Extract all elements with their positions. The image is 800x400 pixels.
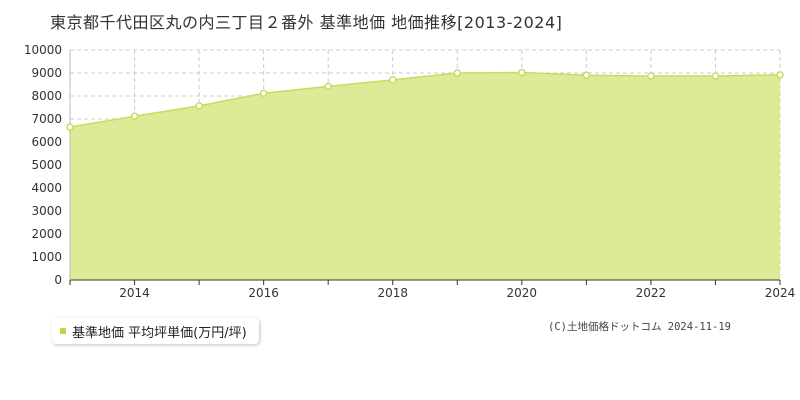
y-tick-label: 5000 [31, 158, 62, 172]
y-tick-label: 8000 [31, 89, 62, 103]
x-tick-label: 2020 [507, 286, 538, 300]
data-point [711, 72, 720, 80]
x-tick-label: 2014 [119, 286, 150, 300]
data-point [453, 69, 462, 77]
data-point [195, 102, 203, 110]
y-tick-label: 7000 [31, 112, 62, 126]
chart-title: 東京都千代田区丸の内三丁目２番外 基準地価 地価推移[2013-2024] [50, 13, 563, 32]
copyright-text: (C)土地価格ドットコム 2024-11-19 [548, 321, 732, 333]
data-point [647, 72, 655, 80]
x-tick-label: 2022 [636, 286, 667, 300]
x-tick-label: 2016 [248, 286, 279, 300]
x-tick-label: 2024 [765, 286, 796, 300]
data-point [582, 71, 591, 80]
series-line [69, 71, 781, 128]
data-markers [66, 68, 784, 131]
y-tick-label: 4000 [31, 181, 62, 195]
data-point [324, 82, 332, 91]
y-tick-label: 6000 [31, 135, 62, 149]
data-point [776, 71, 784, 79]
data-point [66, 123, 74, 131]
y-tick-label: 1000 [31, 250, 62, 264]
data-point [130, 112, 139, 120]
area-series [69, 71, 781, 280]
axes [69, 50, 781, 285]
tick-labels: 0 1000 2000 3000 4000 5000 6000 7000 8000 9000 100… [24, 43, 795, 300]
x-tick-label: 2018 [377, 286, 408, 300]
legend-swatch [60, 328, 66, 334]
data-point [388, 76, 397, 84]
y-tick-label: 10000 [24, 43, 62, 57]
data-point [259, 89, 268, 97]
legend: 基準地価 平均坪単価(万円/坪) [52, 318, 259, 344]
legend-label: 基準地価 平均坪単価(万円/坪) [72, 325, 247, 341]
y-tick-label: 2000 [31, 227, 62, 241]
y-tick-label: 9000 [31, 66, 62, 80]
area-fill [70, 72, 780, 280]
data-point [518, 68, 526, 77]
y-tick-label: 3000 [31, 204, 62, 218]
y-tick-label: 0 [54, 273, 62, 287]
